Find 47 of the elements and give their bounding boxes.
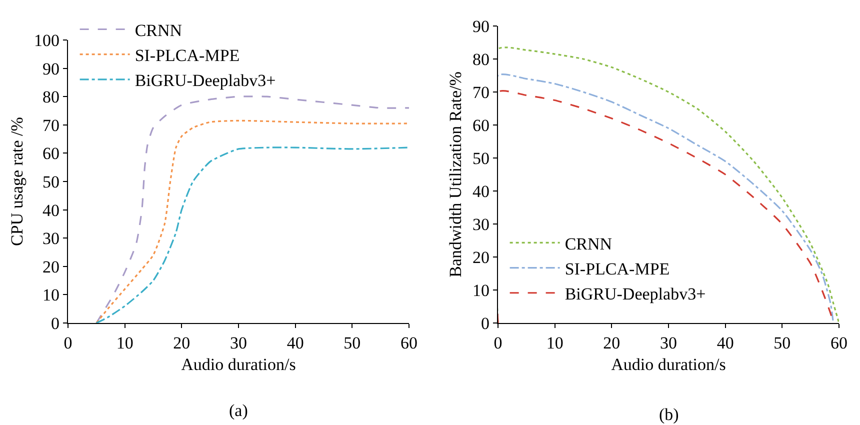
x-tick-label: 50: [774, 334, 791, 352]
legend-label: CRNN: [564, 234, 612, 254]
y-tick-label: 40: [472, 182, 490, 201]
y-axis-title: CPU usage rate /%: [8, 117, 27, 246]
y-tick-label: 90: [472, 16, 490, 36]
x-tick-label: 40: [286, 334, 304, 352]
x-axis-title: Audio duration/s: [181, 354, 296, 374]
y-tick-label: 30: [472, 214, 490, 234]
y-tick-label: 20: [42, 257, 60, 276]
y-tick-label: 70: [472, 82, 490, 102]
legend-label: CRNN: [134, 20, 182, 40]
y-tick-label: 30: [42, 229, 60, 248]
x-tick-label: 50: [344, 334, 361, 352]
y-tick-label: 90: [42, 59, 60, 78]
y-tick-label: 70: [42, 116, 60, 135]
y-tick-label: 60: [42, 144, 60, 164]
y-tick-label: 50: [42, 172, 60, 192]
legend-label: BiGRU-Deeplabv3+: [134, 71, 276, 90]
x-tick-label: 0: [494, 334, 502, 352]
y-tick-label: 20: [472, 248, 490, 267]
text: (a): [229, 401, 248, 420]
text: (b): [659, 405, 679, 424]
y-tick-label: 100: [34, 30, 60, 50]
y-tick-label: 80: [42, 88, 60, 107]
x-tick-label: 60: [830, 334, 848, 352]
x-tick-label: 20: [173, 334, 190, 352]
x-axis-title: Audio duration/s: [611, 354, 726, 374]
y-tick-label: 0: [51, 314, 60, 333]
x-tick-label: 10: [546, 334, 564, 352]
y-axis-title: Bandwidth Utilization Rate/%: [446, 72, 466, 278]
x-tick-label: 10: [116, 334, 134, 352]
x-tick-label: 20: [603, 334, 620, 352]
y-tick-label: 0: [481, 314, 490, 333]
y-tick-label: 10: [472, 280, 490, 300]
x-tick-label: 30: [660, 334, 677, 352]
y-tick-label: 80: [472, 50, 490, 69]
y-tick-label: 50: [472, 148, 490, 168]
y-tick-label: 60: [472, 116, 490, 135]
x-tick-label: 0: [64, 334, 72, 352]
x-tick-label: 60: [400, 334, 418, 352]
x-tick-label: 40: [716, 334, 734, 352]
y-tick-label: 10: [42, 286, 60, 305]
y-tick-label: 40: [42, 200, 60, 220]
x-tick-label: 30: [230, 334, 247, 352]
legend-label: BiGRU-Deeplabv3+: [564, 284, 706, 304]
legend-label: SI-PLCA-MPE: [564, 259, 670, 278]
legend-label: SI-PLCA-MPE: [134, 46, 240, 65]
